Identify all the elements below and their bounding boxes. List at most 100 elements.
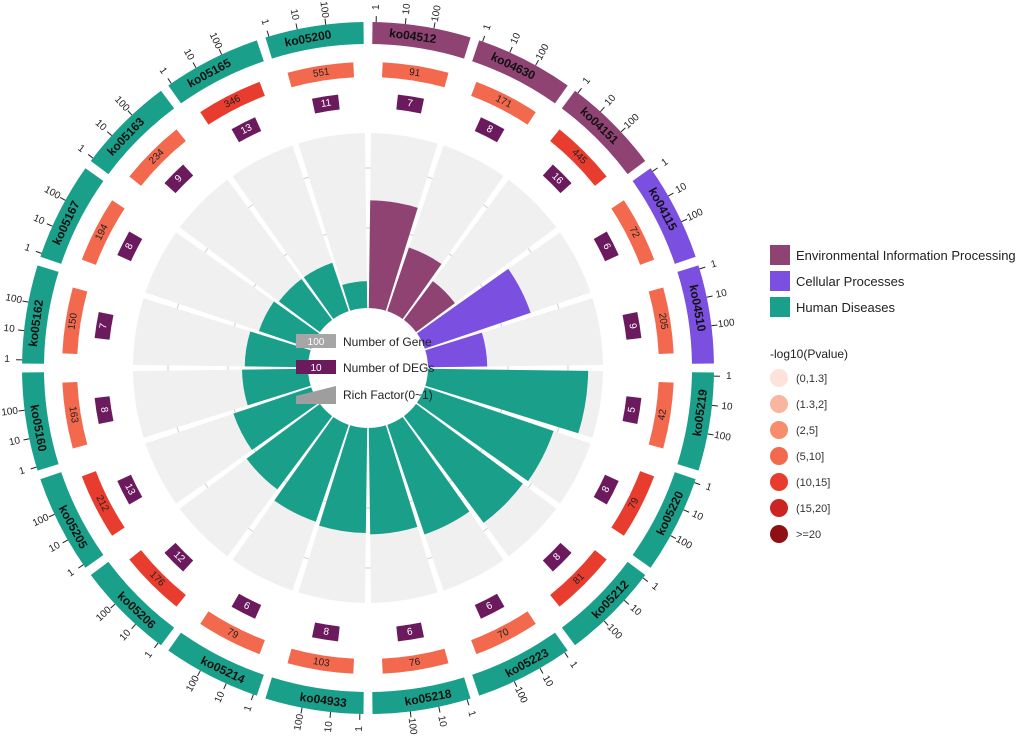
gene-bar [287,62,355,88]
deg-bar [622,396,642,424]
gene-label: 205 [656,312,670,331]
gene-label: 103 [312,656,331,670]
rich-factor-bar [403,403,523,523]
deg-label: 6 [406,626,414,638]
pvalue-legend-swatch [770,525,788,543]
axis-tick-mark [466,699,470,706]
pathway-sector [632,168,696,264]
pvalue-legend-label: (10,15] [796,477,830,489]
pathway-sector [372,677,471,714]
axis-tick-label: 10 [435,715,448,729]
axis-tick-label: 10 [603,92,619,108]
pathway-id: ko04933 [299,690,348,710]
axis-tick-label: 100 [406,717,419,735]
category-legend-swatch [770,297,790,317]
axis-tick-mark [324,18,327,25]
pathway-sector [168,632,264,696]
axis-tick-label: 100 [4,292,23,306]
axis-tick-label: 10 [628,603,644,619]
gene-bar [471,611,536,655]
rich-factor-bar [425,332,488,368]
rich-factor-bar [244,331,311,368]
axis-tick-label: 100 [717,317,735,330]
rich-factor-bar [403,281,455,333]
gene-bar [550,550,607,607]
deg-bar [542,542,572,572]
pathway-id: ko05162 [26,298,46,347]
axis-tick-label: 1 [66,567,77,579]
pathway-sector [265,22,364,59]
rich-background-sector [298,133,368,311]
pathway-sector [168,40,264,104]
axis-tick-label: 1 [726,371,732,382]
gene-bar [471,81,536,125]
deg-legend-label: Number of DEGs [343,361,434,375]
deg-label: 8 [484,123,494,136]
axis-tick-label: 100 [685,207,705,224]
axis-tick-mark [624,600,630,605]
pvalue-legend-label: >=20 [796,529,821,541]
axis-tick-label: 10 [509,31,524,46]
pathway-sector [90,561,175,646]
axis-tick-mark [329,711,332,718]
axis-tick-mark [250,694,254,701]
rich-factor-bar [242,368,311,406]
axis-tick-label: 1 [481,23,493,32]
gene-bar [381,62,449,88]
pathway-sector [472,40,568,104]
axis-tick-mark [707,433,714,436]
deg-legend-swatch [296,360,336,374]
pvalue-legend-swatch [770,447,788,465]
rich-factor-bar [303,262,349,319]
axis-tick-mark [22,300,29,303]
axis-tick-mark [110,603,116,609]
deg-bar [542,164,572,194]
axis-tick-mark [409,711,412,718]
axis-tick-mark [711,404,718,407]
axis-tick-mark [438,706,441,713]
axis-tick-label: 100 [674,534,694,552]
axis-tick-mark [35,250,42,254]
category-legend-label: Environmental Information Processing [796,248,1016,263]
axis-tick-mark [642,577,649,582]
axis-tick-mark [87,154,94,159]
gene-bar [200,81,265,125]
pathway-sector [90,90,175,175]
deg-bar [593,474,619,505]
axis-tick-mark [197,670,201,677]
deg-label: 13 [122,482,137,497]
gene-legend-sample: 100 [308,337,325,348]
gene-label: 79 [225,627,240,642]
pathway-sector [40,472,104,568]
axis-tick-label: 10 [721,401,734,413]
pathway-sector [677,372,714,471]
axis-tick-mark [670,535,677,539]
gene-label: 42 [657,408,670,421]
axis-tick-label: 100 [713,430,732,444]
gene-bar [129,550,186,607]
category-legend-swatch [770,245,790,265]
axis-tick-label: 10 [118,627,134,643]
rich-legend-label: Rich Factor(0~1) [343,388,433,402]
axis-tick-mark [266,30,270,37]
axis-tick-mark [683,509,690,513]
rich-legend-swatch [296,386,336,404]
rich-factor-bar [417,387,554,482]
axis-tick-mark [433,22,436,29]
rich-factor-bars [233,200,589,535]
deg-label: 6 [484,600,494,613]
rich-gridline [227,227,509,509]
axis-tick-mark [131,624,136,630]
gene-bar [287,648,355,674]
axis-tick-label: 100 [292,713,306,732]
category-legend: Environmental Information Processing Cell… [770,245,1016,317]
axis-tick-mark [603,620,609,626]
gene-bar [81,471,125,536]
deg-bar [94,396,114,424]
rich-factor-bar [387,417,470,535]
pathway-sector [40,168,104,264]
axis-tick-label: 1 [465,710,477,719]
axis-tick-label: 100 [207,31,224,51]
pathway-id: ko04512 [388,26,437,46]
